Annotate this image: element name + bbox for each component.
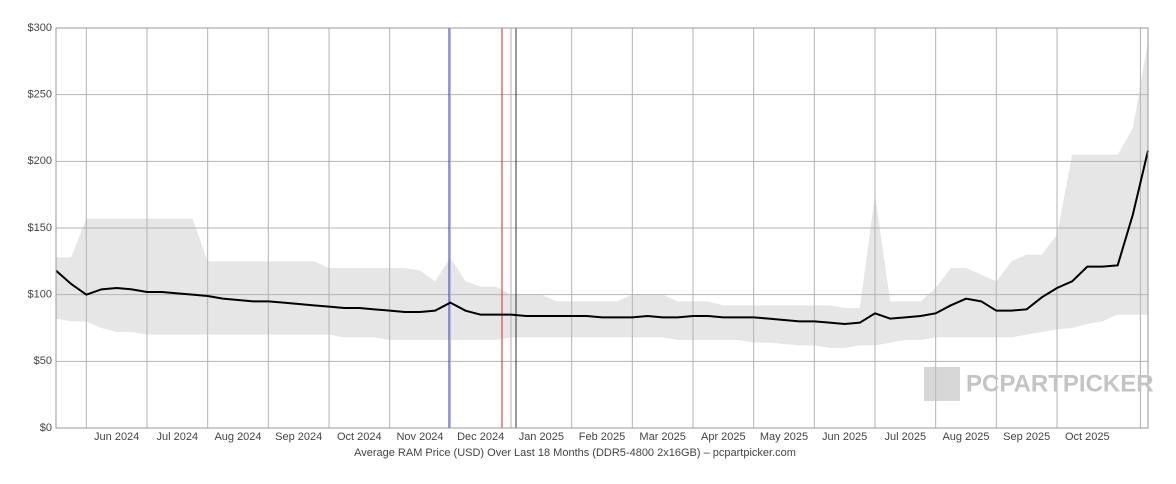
x-tick-label: Aug 2024 <box>214 431 261 443</box>
x-tick-label: Jun 2025 <box>822 431 867 443</box>
x-tick-label: Apr 2025 <box>701 431 746 443</box>
logo-icon <box>924 367 960 401</box>
y-tick-label: $100 <box>28 289 52 301</box>
x-tick-label: Oct 2024 <box>337 431 382 443</box>
y-tick-label: $200 <box>28 155 52 167</box>
x-tick-label: Jul 2025 <box>885 431 927 443</box>
x-tick-label: May 2025 <box>760 431 808 443</box>
plot-area <box>55 27 1149 429</box>
average-price-line <box>55 150 1149 326</box>
x-tick-label: Nov 2024 <box>396 431 443 443</box>
x-tick-label: Oct 2025 <box>1065 431 1110 443</box>
x-tick-label: Aug 2025 <box>942 431 989 443</box>
x-tick-label: Sep 2024 <box>275 431 322 443</box>
x-tick-label: Jul 2024 <box>157 431 199 443</box>
y-tick-label: $250 <box>28 89 52 101</box>
x-tick-label: Mar 2025 <box>639 431 685 443</box>
x-tick-label: Jan 2025 <box>519 431 564 443</box>
y-tick-label: $300 <box>28 22 52 34</box>
y-tick-label: $0 <box>40 422 52 434</box>
x-tick-label: Feb 2025 <box>579 431 625 443</box>
x-tick-label: Jun 2024 <box>94 431 139 443</box>
watermark: PCPARTPICKER <box>966 370 1154 397</box>
y-tick-label: $150 <box>28 222 52 234</box>
x-tick-label: Dec 2024 <box>457 431 504 443</box>
plot-border <box>55 27 1149 429</box>
y-tick-label: $50 <box>34 355 52 367</box>
x-axis-title: Average RAM Price (USD) Over Last 18 Mon… <box>354 447 796 459</box>
x-tick-label: Sep 2025 <box>1003 431 1050 443</box>
